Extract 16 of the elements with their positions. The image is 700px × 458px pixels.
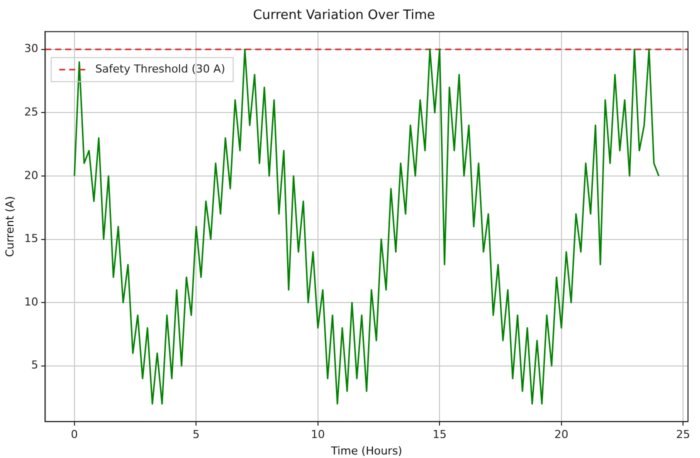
chart-title: Current Variation Over Time bbox=[253, 8, 435, 24]
x-tick-label: 25 bbox=[676, 428, 690, 442]
x-axis-title: Time (Hours) bbox=[330, 444, 402, 458]
y-axis-title: Current (A) bbox=[3, 196, 16, 258]
y-tick-label: 15 bbox=[24, 232, 38, 246]
x-tick-label: 20 bbox=[554, 428, 568, 442]
x-tick-label: 15 bbox=[432, 428, 447, 442]
y-tick-label: 5 bbox=[31, 358, 38, 372]
y-tick-label: 25 bbox=[24, 106, 38, 118]
x-tick-label: 10 bbox=[310, 428, 325, 442]
legend-label: Safety Threshold (30 A) bbox=[95, 62, 226, 76]
y-tick-label: 20 bbox=[24, 168, 38, 182]
x-tick-label: 0 bbox=[70, 428, 78, 442]
y-tick-label: 10 bbox=[24, 295, 38, 308]
x-tick-label: 5 bbox=[192, 428, 200, 442]
y-tick-label: 30 bbox=[24, 42, 38, 56]
